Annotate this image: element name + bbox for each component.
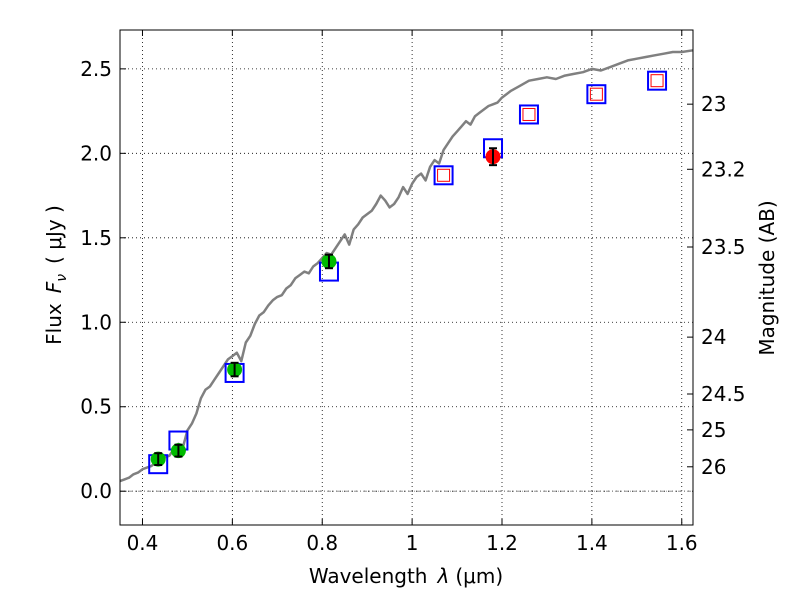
observed-points-group bbox=[150, 147, 501, 467]
grid-lines bbox=[120, 30, 693, 525]
plot-frame bbox=[119, 29, 694, 526]
x-tick-label: 1.2 bbox=[486, 531, 518, 555]
model-point-inner bbox=[522, 107, 536, 121]
y2-tick-label: 23.5 bbox=[701, 235, 746, 259]
model-point-inner bbox=[650, 74, 664, 88]
y-tick-label: 0.5 bbox=[80, 395, 112, 419]
y2-tick-label: 25 bbox=[701, 418, 726, 442]
x-tick-label: 1.6 bbox=[666, 531, 698, 555]
y2-tick-label: 23 bbox=[701, 92, 726, 116]
y2-tick-label: 26 bbox=[701, 455, 726, 479]
model-point-inner bbox=[437, 168, 451, 182]
sed-curve bbox=[119, 49, 694, 483]
x-tick-label: 0.8 bbox=[306, 531, 338, 555]
y-tick-label: 0.0 bbox=[80, 479, 112, 503]
y2-tick-label: 23.2 bbox=[701, 157, 746, 181]
model-point-inner bbox=[589, 87, 603, 101]
y-tick-label: 1.0 bbox=[80, 310, 112, 334]
x-axis-label: Wavelength λ (μm) bbox=[309, 564, 503, 588]
y-axis-label: FluxFν( μJy ) bbox=[42, 205, 70, 345]
y2-axis-label: Magnitude (AB) bbox=[755, 200, 779, 355]
x-tick-label: 0.4 bbox=[127, 531, 159, 555]
sed-curve-group bbox=[119, 49, 694, 483]
model-point-box bbox=[518, 104, 539, 125]
x-axis-ticks: 0.4 0.6 0.8 1 1.2 1.4 1.6 bbox=[127, 30, 698, 555]
y2-tick-label: 24.5 bbox=[701, 382, 746, 406]
model-point-box bbox=[433, 165, 454, 186]
model-point-box bbox=[647, 70, 668, 91]
y-tick-label: 2.5 bbox=[80, 57, 112, 81]
y-tick-label: 2.0 bbox=[80, 141, 112, 165]
y2-axis-ticks: 23 23.2 23.5 24 24.5 25 26 bbox=[687, 92, 746, 479]
model-point-box bbox=[586, 84, 607, 105]
x-tick-label: 1 bbox=[406, 531, 419, 555]
y2-tick-label: 24 bbox=[701, 325, 726, 349]
x-tick-label: 0.6 bbox=[216, 531, 248, 555]
y-tick-label: 1.5 bbox=[80, 226, 112, 250]
x-tick-label: 1.4 bbox=[576, 531, 608, 555]
y-axis-ticks: 0.0 0.5 1.0 1.5 2.0 2.5 bbox=[80, 57, 126, 503]
